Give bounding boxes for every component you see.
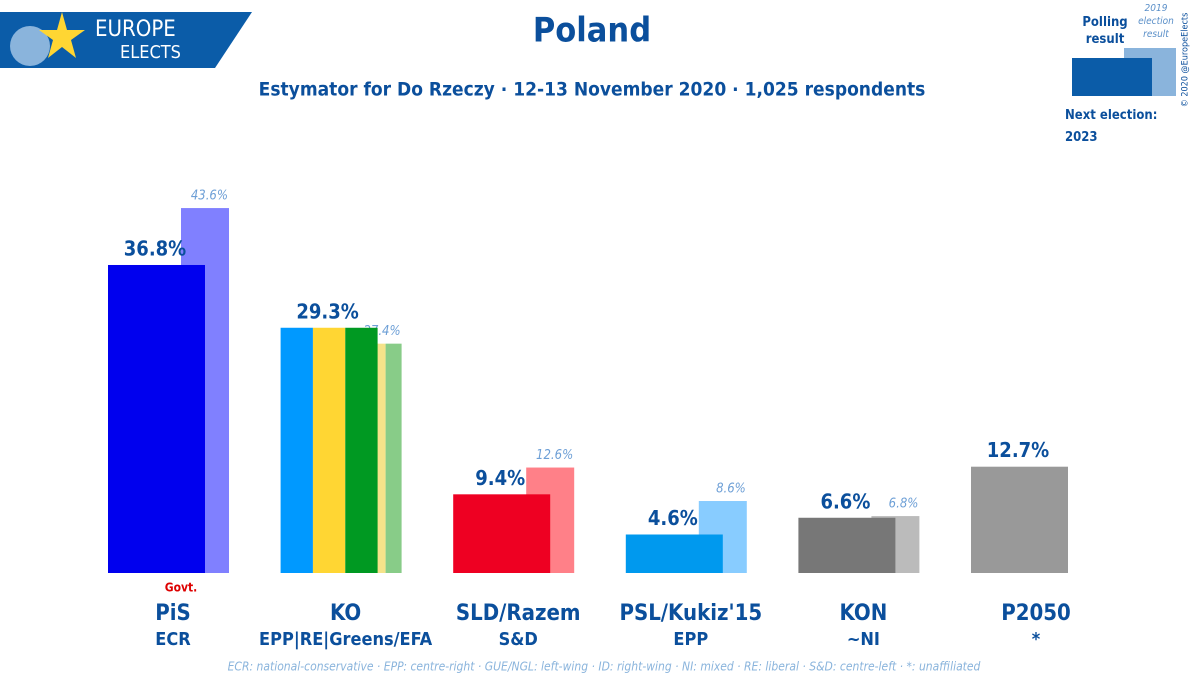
group-label: ~NI [847,629,880,650]
bar [385,343,402,573]
logo-text: ELECTS [120,42,181,63]
copyright: © 2020 @EuropeElects [1181,13,1190,108]
value-label: 36.8% [124,236,186,260]
value-label: 8.6% [716,482,746,497]
group-label: ECR [155,629,191,650]
value-label: 4.6% [648,506,698,530]
logo-text: EUROPE [95,17,176,42]
value-label: 9.4% [475,466,525,490]
group-label: EPP [673,629,708,650]
x-tick-label: PiS [155,601,191,626]
x-tick-label: P2050 [1001,601,1071,626]
value-label: 43.6% [191,189,228,204]
value-label: 12.7% [987,438,1049,462]
bar [798,517,896,573]
bar [312,327,346,573]
bar [280,327,313,573]
value-label: 29.3% [296,299,358,323]
bar [108,264,205,573]
footnote: ECR: national-conservative · EPP: centre… [228,660,981,674]
chart-subtitle: Estymator for Do Rzeczy · 12-13 November… [259,79,926,101]
logo-circle [10,26,50,66]
group-label: S&D [499,629,538,650]
x-tick-label: SLD/Razem [456,601,581,626]
annotation: Govt. [165,581,198,595]
bar [453,494,551,573]
legend-entry: 2019 election result [1138,3,1174,40]
x-tick-label: KO [330,601,361,626]
logo-star [39,12,85,58]
bar [345,327,378,573]
x-tick-label: KON [840,601,888,626]
value-label: 6.6% [820,489,870,513]
value-label: 12.6% [536,448,573,463]
group-label: * [1032,629,1041,650]
legend-entry: Polling result [1082,15,1128,47]
legend-note: Next election: 2023 [1065,108,1158,145]
x-tick-label: PSL/Kukiz'15 [619,601,762,626]
group-label: EPP|RE|Greens/EFA [259,629,433,650]
chart-title: Poland [533,11,651,51]
legend-swatch [1072,58,1152,96]
bar [625,534,723,573]
bar [971,466,1068,573]
value-label: 6.8% [889,497,919,512]
